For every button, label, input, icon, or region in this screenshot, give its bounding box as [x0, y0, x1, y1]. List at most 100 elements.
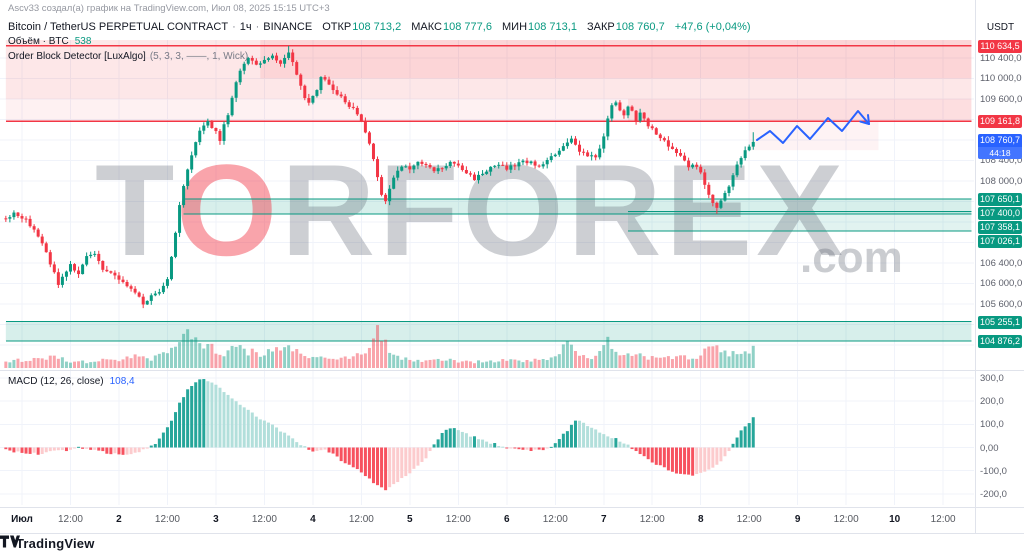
candle: [287, 52, 291, 58]
candle: [380, 177, 384, 195]
volume-bar: [222, 356, 226, 368]
volume-bar: [242, 348, 246, 368]
candle: [606, 118, 610, 137]
interval-label[interactable]: 1ч: [239, 21, 252, 33]
candle: [319, 77, 323, 91]
candle: [719, 200, 723, 208]
volume-legend[interactable]: Объём · BTC 538: [8, 36, 91, 47]
volume-bar: [85, 363, 89, 368]
macd-histogram-bar: [359, 447, 363, 473]
volume-bar: [448, 358, 452, 368]
tradingview-logo-icon[interactable]: [0, 534, 20, 549]
macd-histogram-bar: [622, 443, 626, 448]
candle: [525, 160, 529, 164]
candle: [254, 60, 258, 65]
candle: [161, 285, 165, 293]
macd-histogram-bar: [436, 439, 440, 448]
candle: [485, 171, 489, 174]
macd-histogram-bar: [594, 429, 598, 448]
volume-bar: [440, 360, 444, 368]
candle: [428, 165, 432, 168]
candle: [569, 138, 573, 143]
candle: [52, 264, 56, 273]
footer-bar: TradingView: [0, 534, 1024, 553]
symbol-title[interactable]: Bitcoin / TetherUS PERPETUAL CONTRACT: [8, 21, 229, 33]
volume-bar: [73, 361, 77, 368]
macd-histogram-bar: [153, 444, 157, 448]
macd-histogram-bar: [388, 447, 392, 488]
volume-bar: [214, 353, 218, 368]
candle: [586, 152, 590, 157]
volume-bar: [347, 358, 351, 368]
macd-histogram-bar: [416, 447, 420, 466]
macd-histogram-bar: [226, 394, 230, 448]
candle: [650, 126, 654, 129]
time-axis[interactable]: Июл 12:00 2 12:00 3 12:00 4 12:00 5 12:00 6 12:00 7 1…: [0, 508, 975, 533]
macd-histogram-bar: [28, 447, 32, 454]
macd-label[interactable]: MACD (12, 26, close): [8, 376, 104, 387]
volume-bar: [654, 357, 658, 368]
volume-bar: [493, 362, 497, 368]
volume-bar: [121, 359, 125, 368]
price-axis[interactable]: USDT 110 400,0 110 000,0 109 600,0 108 400,…: [975, 0, 1024, 553]
macd-histogram-bar: [117, 447, 121, 455]
macd-histogram-bar: [396, 447, 400, 483]
volume-bar: [537, 359, 541, 368]
volume-bar: [408, 359, 412, 368]
macd-histogram-bar: [739, 430, 743, 448]
candle: [371, 143, 375, 160]
candle: [662, 138, 666, 141]
macd-legend[interactable]: MACD (12, 26, close) 108,4: [8, 376, 135, 387]
exchange-label[interactable]: BINANCE: [263, 21, 313, 33]
macd-histogram-bar: [626, 444, 630, 448]
pane-separator[interactable]: [0, 370, 1024, 371]
volume-bar: [226, 350, 230, 368]
tradingview-brand[interactable]: TradingView: [16, 536, 95, 551]
volume-bar: [68, 362, 72, 368]
volume-bar: [283, 347, 287, 368]
indicator-name[interactable]: Order Block Detector [LuxAlgo]: [8, 51, 146, 62]
macd-histogram-bar: [60, 447, 64, 451]
macd-value: 108,4: [109, 376, 135, 387]
macd-histogram-bar: [24, 447, 28, 454]
time-axis-label: 4: [310, 514, 316, 525]
candle: [517, 162, 521, 167]
macd-histogram-bar: [630, 447, 634, 450]
volume-layer: [4, 325, 755, 368]
projection-arrowhead: [859, 120, 870, 125]
macd-histogram-bar: [557, 439, 561, 448]
volume-bar: [513, 359, 517, 368]
candle: [392, 177, 396, 189]
macd-histogram-bar: [121, 447, 125, 455]
close-value: 108 760,7: [615, 21, 665, 33]
volume-bar: [404, 357, 408, 368]
indicator-legend[interactable]: Order Block Detector [LuxAlgo] (5, 3, 3, …: [8, 51, 248, 62]
candle: [727, 186, 731, 194]
volume-bar: [174, 346, 178, 368]
volume-bar: [291, 351, 295, 368]
candle: [20, 216, 24, 219]
volume-bar: [719, 352, 723, 368]
macd-histogram-bar: [582, 422, 586, 448]
high-value: 108 777,6: [443, 21, 492, 33]
macd-histogram-bar: [533, 447, 537, 450]
candle: [557, 150, 561, 155]
order-block-zone: [183, 198, 972, 214]
candle: [493, 165, 497, 167]
macd-histogram-bar: [315, 447, 319, 451]
time-axis-label: 12:00: [833, 514, 859, 525]
price-badge: 110 634,5: [978, 39, 1022, 53]
candle: [262, 59, 266, 64]
volume-bar: [751, 345, 755, 368]
symbol-legend[interactable]: Bitcoin / TetherUS PERPETUAL CONTRACT · 1ч…: [8, 21, 751, 33]
macd-histogram-bar: [303, 446, 307, 448]
candle: [178, 205, 182, 233]
time-axis-label: 12:00: [348, 514, 374, 525]
macd-histogram-bar: [101, 447, 105, 452]
macd-histogram-bar: [606, 436, 610, 448]
volume-bar: [8, 362, 12, 368]
volume-bar: [428, 359, 432, 368]
macd-histogram-bar: [81, 447, 85, 449]
low-label: МИН: [502, 21, 528, 33]
